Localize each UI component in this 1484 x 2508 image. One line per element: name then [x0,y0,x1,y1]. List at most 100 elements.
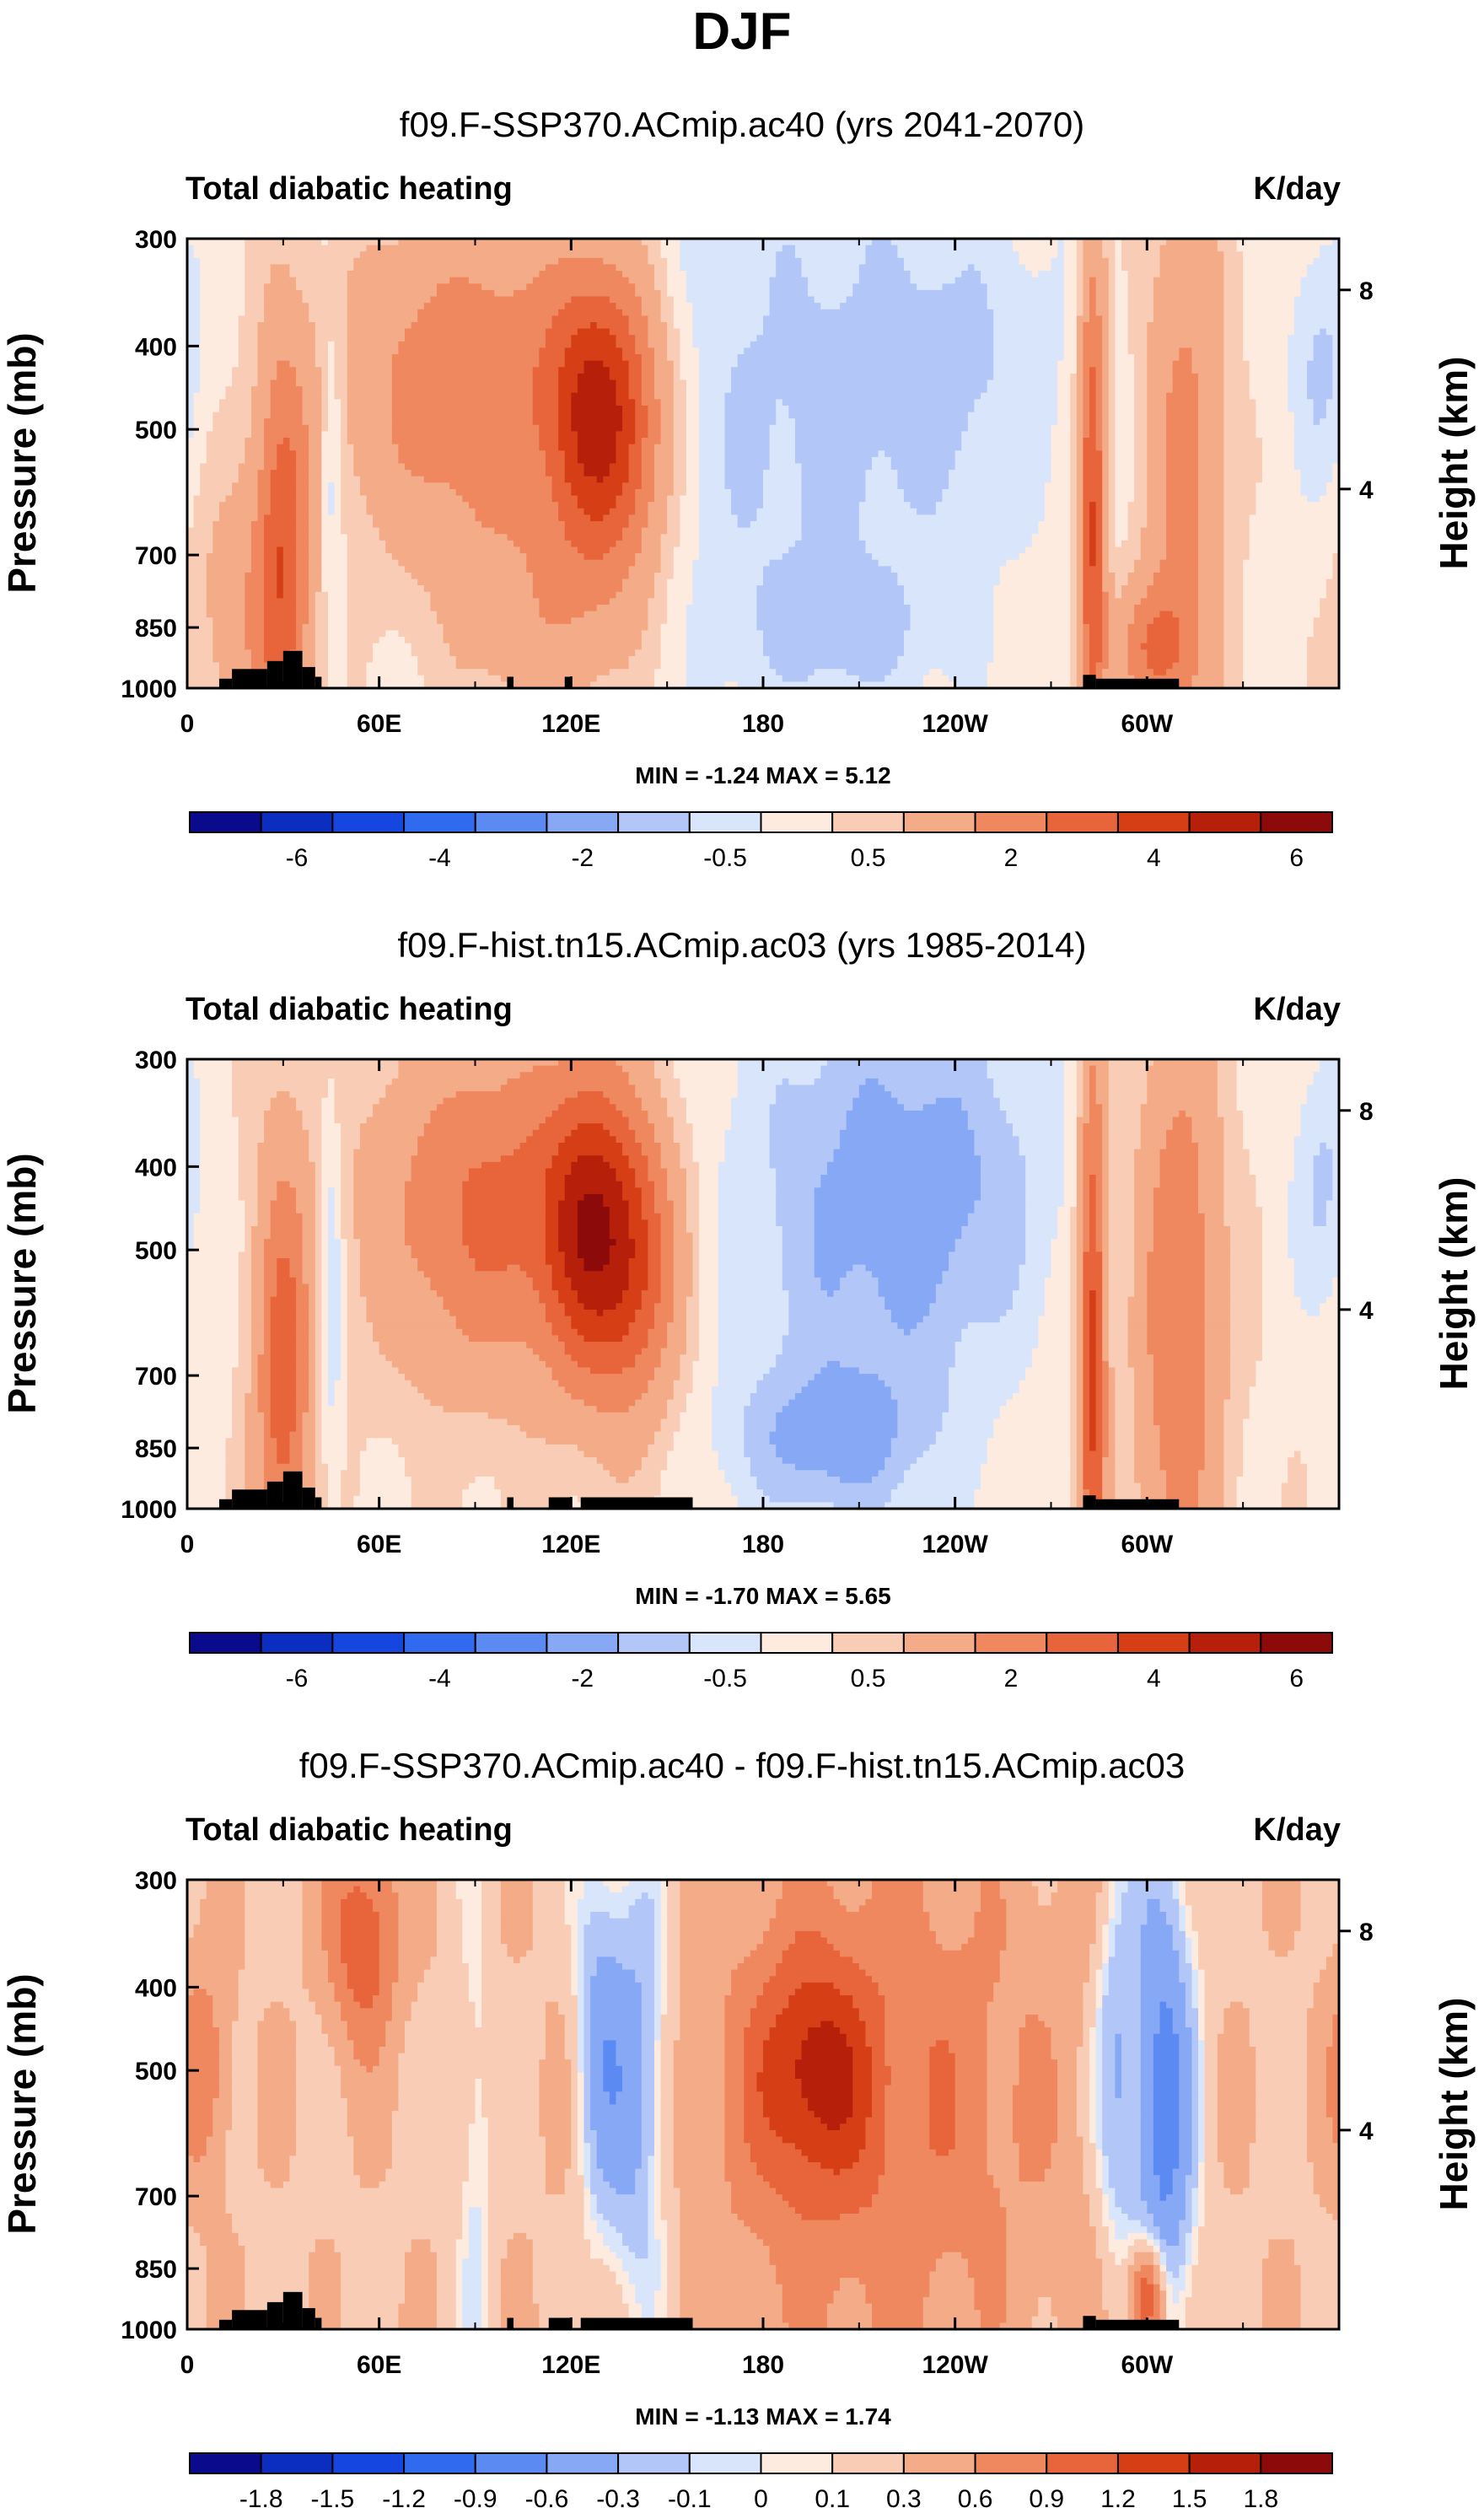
heatmap-cell [315,1251,322,1259]
heatmap-cell [1204,1348,1231,1355]
heatmap-cell [1115,239,1122,246]
heatmap-cell [245,598,265,605]
heatmap-cell [366,1117,431,1124]
heatmap-cell [1102,373,1110,381]
heatmap-cell [1108,283,1116,291]
heatmap-cell [373,655,418,664]
heatmap-cell [1089,1444,1097,1452]
heatmap-cell [1134,386,1148,394]
heatmap-cell [903,598,994,605]
heatmap-cell [1102,637,1110,644]
heatmap-cell [1307,637,1340,644]
heatmap-cell [1070,1483,1078,1490]
heatmap-cell [1134,1380,1154,1387]
heatmap-cell [680,1084,739,1092]
heatmap-cells [187,1059,1340,1510]
heatmap-cell [1019,553,1071,561]
heatmap-cell [653,1187,668,1195]
heatmap-cell [1115,379,1135,387]
heatmap-cell [1293,1277,1334,1285]
heatmap-cell [1031,534,1071,541]
heatmap-cell [603,1123,630,1131]
heatmap-cell [1089,1207,1097,1214]
heatmap-cell [193,418,213,426]
heatmap-cell [1051,476,1071,483]
heatmap-cell [277,373,297,381]
heatmap-cell [1313,341,1334,349]
heatmap-cell [264,1444,277,1452]
heatmap-cell [1159,1438,1206,1445]
heatmap-cell [1070,1239,1078,1246]
heatmap-cell [577,1155,604,1163]
heatmap-cell [1204,1335,1231,1343]
heatmap-cell [680,540,700,548]
heatmap-cell [673,559,694,567]
heatmap-cell [1076,669,1084,676]
heatmap-cell [1223,438,1263,445]
heatmap-cell [1147,1084,1218,1092]
heatmap-cell [494,289,514,298]
heatmap-cell [648,1251,662,1259]
heatmap-cell [667,1342,687,1349]
heatmap-cell [718,1175,777,1182]
heatmap-cell [245,1399,259,1407]
heatmap-cell [475,1476,495,1484]
heatmap-cell [1236,1097,1308,1105]
heatmap-cell [264,1303,272,1311]
heatmap-cell [1076,1386,1084,1394]
heatmap-cell [321,412,329,419]
heatmap-cell [1300,1123,1340,1131]
heatmap-cell [302,418,322,426]
heatmap-cell [897,1431,937,1439]
heatmap-cell [1134,379,1148,387]
heatmap-cell [1313,617,1340,625]
heatmap-cell [1127,662,1148,670]
heatmap-cell [353,1181,406,1188]
heatmap-cell [187,1406,233,1413]
heatmap-cell [257,488,272,497]
heatmap-cell [974,399,1058,406]
heatmap-cell [423,585,534,593]
heatmap-cell [981,1483,1071,1490]
heatmap-cell [673,373,680,381]
heatmap-cell [833,1149,976,1156]
heatmap-cell [391,379,534,387]
heatmap-cell [277,1438,291,1445]
heatmap-cell [680,335,694,342]
heatmap-cell [1243,1123,1302,1131]
heatmap-cell [187,412,195,419]
heatmap-cell [577,1360,636,1369]
heatmap-cell [1153,1386,1206,1394]
heatmap-cell [347,681,368,689]
heatmap-cell [814,1207,976,1214]
heatmap-cell [1108,508,1116,516]
heatmap-cell [1332,572,1340,580]
heatmap-cell [641,392,655,400]
heatmap-cell [1089,1303,1097,1311]
heatmap-cell [398,450,546,458]
heatmap-cell [347,289,438,298]
heatmap-cell [347,1322,374,1330]
heatmap-cell [1243,572,1334,580]
heatmap-cell [341,1168,354,1176]
heatmap-cell [673,572,694,580]
heatmap-cell [1115,257,1122,266]
heatmap-cell [250,1303,265,1311]
heatmap-cell [635,495,655,503]
heatmap-cell [436,283,482,291]
heatmap-cell [1063,1091,1078,1099]
heatmap-cell [673,488,687,497]
heatmap-cell [321,1386,329,1394]
heatmap-cell [1198,502,1224,509]
heatmap-cell [1108,367,1116,374]
heatmap-cell [609,1251,636,1259]
heatmap-cell [1153,1354,1206,1362]
heatmap-cell [571,488,623,497]
heatmap-cell [1115,1399,1135,1407]
heatmap-cell [558,1059,617,1067]
heatmap-cell [1236,1104,1302,1111]
heatmap-cell [1288,367,1308,374]
heatmap-cell [353,264,546,272]
heatmap-cell [1261,1303,1302,1311]
heatmap-cell [532,373,559,381]
